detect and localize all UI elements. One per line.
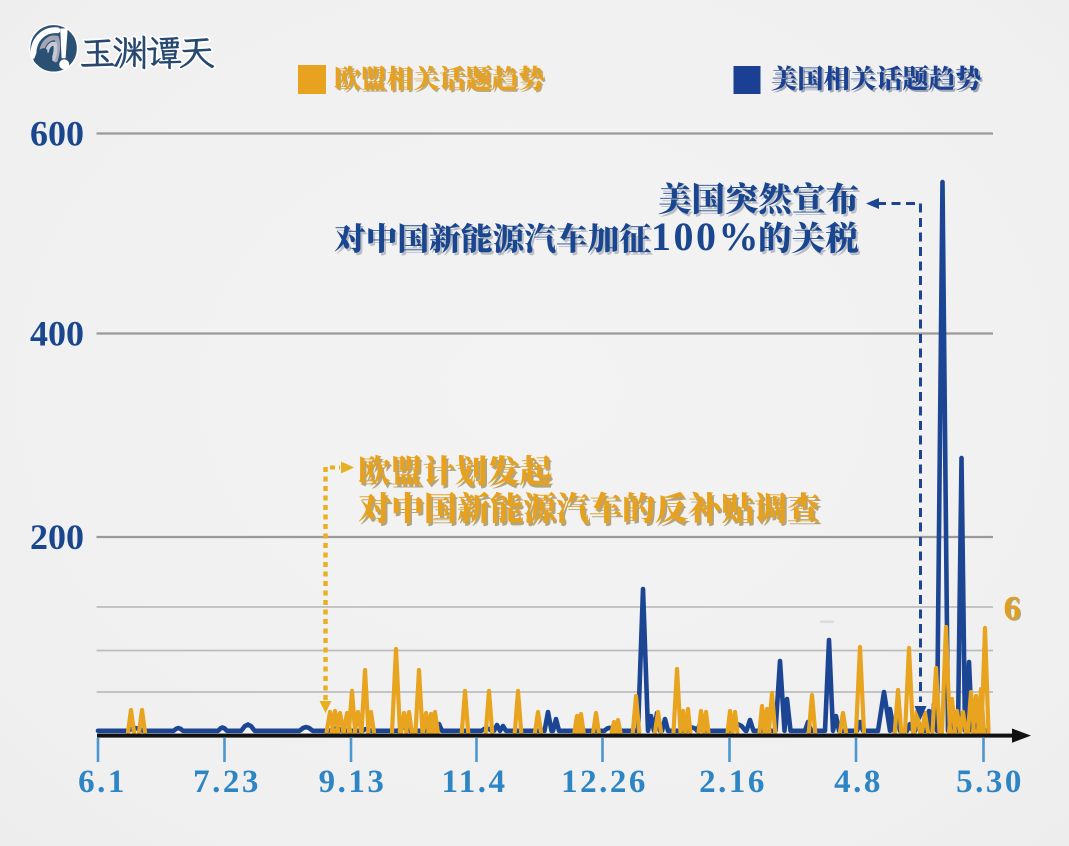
svg-text:7.23: 7.23 — [193, 764, 261, 800]
svg-text:6.1: 6.1 — [78, 764, 127, 800]
svg-text:4.8: 4.8 — [834, 764, 883, 800]
svg-text:600: 600 — [30, 114, 84, 154]
svg-text:9.13: 9.13 — [319, 764, 387, 800]
svg-text:400: 400 — [30, 314, 84, 354]
svg-text:12.26: 12.26 — [561, 764, 648, 800]
svg-text:100%: 100% — [651, 214, 761, 259]
svg-text:200: 200 — [30, 517, 84, 557]
svg-text:5.30: 5.30 — [956, 764, 1024, 800]
svg-text:2.16: 2.16 — [699, 764, 767, 800]
svg-text:6: 6 — [1004, 590, 1021, 627]
svg-text:11.4: 11.4 — [442, 764, 508, 800]
svg-text:6: 6 — [1005, 592, 1022, 629]
